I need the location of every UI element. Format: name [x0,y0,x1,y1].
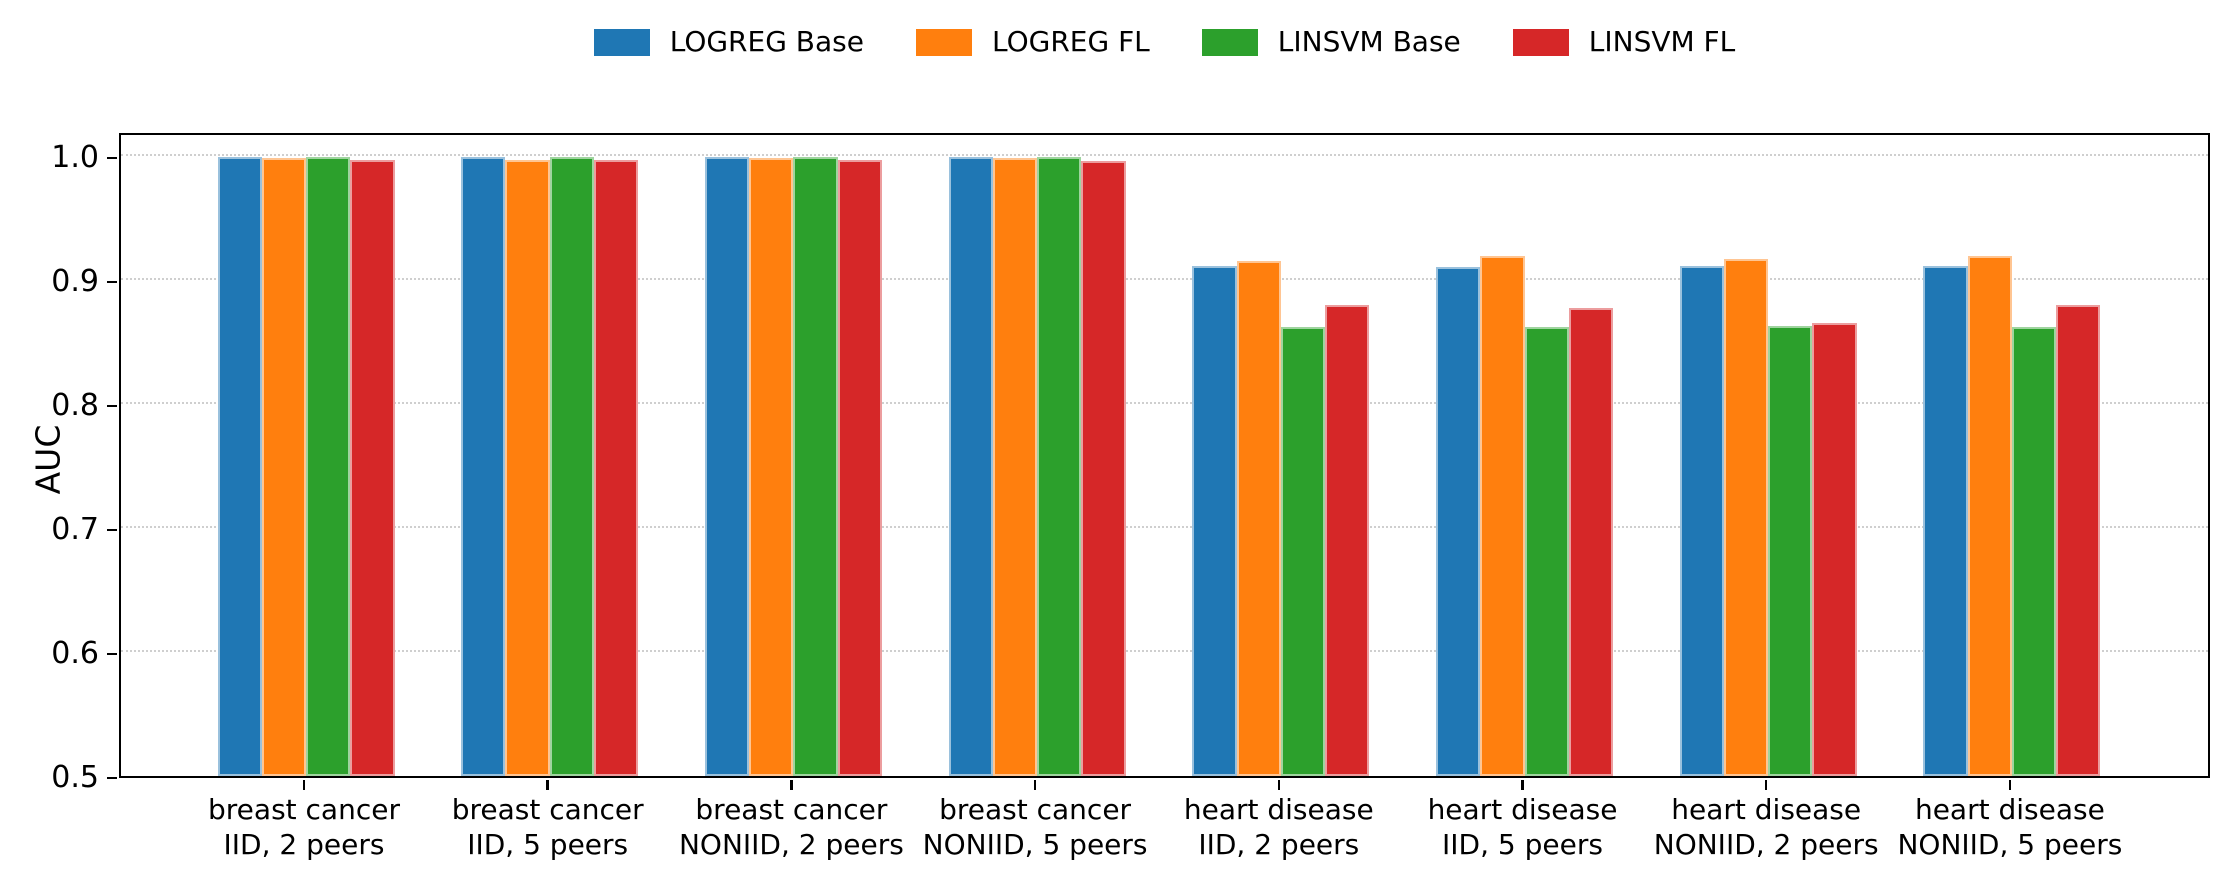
bar-linsvm-fl-group-2 [593,159,639,776]
x-tick-label: heart disease NONIID, 2 peers [1653,793,1879,861]
chart-legend: LOGREG Base LOGREG FL LINSVM Base LINSVM FL [119,20,2210,64]
gridline-y-0.8 [121,401,2208,404]
legend-label: LOGREG Base [669,25,864,58]
y-tick-mark [107,404,117,408]
legend-swatch-icon [915,28,972,56]
bar-logreg-base-group-5 [1192,266,1237,776]
gridline-y-0.6 [121,649,2208,652]
bar-linsvm-fl-group-5 [1325,304,1370,776]
bar-logreg-fl-group-2 [505,159,550,776]
gridline-y-1.0 [121,153,2208,156]
bar-logreg-fl-group-6 [1480,256,1525,776]
bar-linsvm-fl-group-7 [1812,323,1857,776]
bar-linsvm-base-group-7 [1768,325,1813,776]
bar-linsvm-base-group-6 [1524,326,1569,776]
bar-logreg-base-group-8 [1923,266,1968,776]
legend-item-linsvm-fl: LINSVM FL [1512,25,1736,58]
legend-item-logreg-base: LOGREG Base [593,25,864,58]
x-tick-mark [1764,780,1768,790]
legend-label: LINSVM FL [1588,25,1736,58]
y-tick-label: 0.5 [51,760,99,795]
bar-linsvm-fl-group-4 [1081,160,1126,776]
y-tick-mark [107,156,117,160]
bar-linsvm-fl-group-1 [350,159,395,776]
y-tick-label: 1.0 [51,139,99,175]
legend-item-linsvm-base: LINSVM Base [1201,25,1461,58]
bar-logreg-base-group-6 [1436,267,1481,776]
x-tick-mark [1277,780,1281,790]
legend-label: LOGREG FL [991,25,1150,58]
legend-swatch-icon [593,28,650,56]
gridline-y-0.9 [121,277,2208,280]
bar-logreg-fl-group-7 [1723,258,1769,776]
bar-linsvm-base-group-1 [306,157,351,776]
bar-logreg-base-group-3 [704,157,750,776]
y-tick-label: 0.9 [51,263,99,299]
y-tick-mark [107,528,117,532]
legend-item-logreg-fl: LOGREG FL [915,25,1150,58]
bar-linsvm-base-group-4 [1037,157,1082,776]
y-tick-label: 0.8 [51,387,99,423]
x-tick-label: breast cancer NONIID, 5 peers [922,793,1148,861]
bar-logreg-fl-group-1 [261,158,306,776]
x-tick-label: heart disease IID, 2 peers [1183,793,1374,861]
y-tick-mark [107,280,117,284]
legend-label: LINSVM Base [1277,25,1461,58]
legend-swatch-icon [1201,28,1258,56]
x-tick-mark [546,780,549,790]
bar-logreg-base-group-2 [461,157,506,776]
bar-logreg-base-group-7 [1679,266,1724,776]
bar-linsvm-base-group-2 [549,157,594,776]
bar-logreg-fl-group-8 [1967,256,2012,776]
x-tick-label: breast cancer IID, 2 peers [208,793,400,861]
x-tick-label: heart disease NONIID, 5 peers [1897,793,2123,861]
bar-linsvm-base-group-3 [793,157,838,776]
bar-linsvm-fl-group-6 [1568,308,1613,776]
x-tick-label: heart disease IID, 5 peers [1427,793,1618,861]
x-tick-mark [2008,780,2012,790]
bar-logreg-base-group-1 [217,157,262,776]
gridline-y-0.7 [121,525,2208,528]
x-tick-label: breast cancer NONIID, 2 peers [678,793,904,861]
bar-logreg-base-group-4 [948,157,993,776]
legend-swatch-icon [1512,28,1569,56]
x-tick-mark [302,780,306,790]
bar-logreg-fl-group-4 [992,158,1038,776]
plot-area [119,133,2210,778]
x-tick-mark [1521,780,1524,790]
x-tick-label: breast cancer IID, 5 peers [451,793,644,861]
bar-linsvm-fl-group-3 [837,159,882,776]
y-tick-mark [107,652,117,656]
y-tick-label: 0.7 [51,511,99,547]
x-tick-mark [1033,780,1037,790]
bar-linsvm-fl-group-8 [2056,304,2101,776]
y-tick-label: 0.6 [51,635,99,671]
y-tick-mark [107,776,117,780]
bar-linsvm-base-group-8 [2011,326,2057,776]
x-tick-mark [790,780,793,790]
bar-logreg-fl-group-5 [1236,261,1281,776]
bar-linsvm-base-group-5 [1280,326,1326,776]
bar-logreg-fl-group-3 [749,158,794,776]
